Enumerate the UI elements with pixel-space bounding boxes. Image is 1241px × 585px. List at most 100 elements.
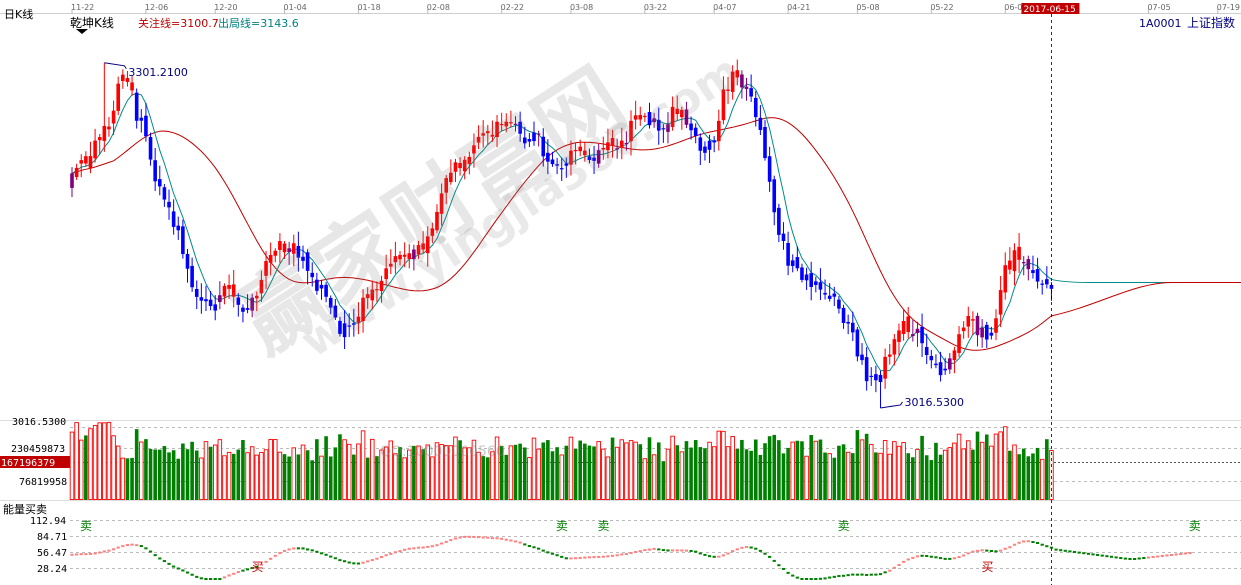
volume-bar bbox=[370, 438, 375, 500]
indicator-bar bbox=[287, 548, 291, 551]
indicator-bar bbox=[975, 549, 980, 552]
candle-body bbox=[744, 86, 749, 89]
indicator-bar bbox=[148, 550, 153, 553]
candle-body bbox=[398, 254, 402, 260]
indicator-bar bbox=[352, 562, 356, 565]
candle-body bbox=[157, 179, 162, 187]
indicator-bar bbox=[301, 547, 305, 550]
indicator-bar bbox=[1109, 555, 1114, 558]
candle-body bbox=[573, 150, 578, 152]
indicator-bar bbox=[250, 567, 254, 570]
candle-body bbox=[883, 356, 887, 379]
indicator-bar bbox=[943, 557, 947, 560]
volume-bar bbox=[398, 447, 402, 500]
volume-bar bbox=[596, 441, 601, 500]
indicator-bar bbox=[744, 546, 749, 549]
indicator-panel-title[interactable]: 能量买卖 bbox=[3, 502, 47, 516]
volume-bar bbox=[360, 430, 366, 500]
candle-body bbox=[536, 133, 541, 135]
volume-bar bbox=[698, 447, 703, 500]
indicator-bar bbox=[583, 556, 587, 559]
volume-bar bbox=[388, 440, 394, 500]
volume-bar bbox=[790, 441, 795, 500]
volume-bar bbox=[605, 456, 611, 500]
indicator-bar bbox=[393, 551, 397, 554]
candle-body bbox=[735, 70, 740, 78]
candle-body bbox=[102, 125, 107, 141]
indicator-dropdown-icon[interactable] bbox=[76, 29, 88, 34]
volume-bar bbox=[74, 422, 79, 500]
indicator-bar bbox=[111, 548, 116, 551]
indicator-bar bbox=[278, 552, 282, 555]
candle-body bbox=[227, 285, 231, 289]
volume-bar bbox=[259, 452, 264, 500]
candle-body bbox=[647, 112, 652, 126]
candle-body bbox=[592, 157, 596, 161]
volume-bar bbox=[115, 445, 121, 500]
candle-body bbox=[439, 193, 444, 214]
volume-bar bbox=[153, 449, 157, 500]
indicator-bar bbox=[204, 578, 208, 580]
volume-bar bbox=[541, 442, 546, 500]
volume-bar bbox=[111, 435, 116, 500]
candle-body bbox=[971, 319, 975, 321]
volume-bar bbox=[346, 443, 352, 500]
indicator-bar bbox=[218, 578, 222, 580]
candle-body bbox=[1017, 246, 1021, 260]
volume-bar bbox=[592, 446, 596, 500]
volume-bar bbox=[665, 448, 671, 500]
volume-bar bbox=[296, 454, 301, 500]
volume-bar bbox=[416, 445, 421, 500]
energy-indicator-series bbox=[70, 535, 1192, 580]
candle-body bbox=[661, 128, 666, 130]
buy-signal: 买 bbox=[252, 560, 264, 574]
candle-body bbox=[171, 211, 176, 227]
indicator-bar bbox=[259, 563, 264, 566]
indicator-bar bbox=[458, 536, 462, 539]
volume-bar bbox=[300, 444, 306, 500]
candle-body bbox=[624, 142, 629, 145]
indicator-bar bbox=[1031, 541, 1035, 544]
x-axis-ticks: 11-22 12-06 12-20 01-04 01-18 02-08 02-22 03-08… bbox=[71, 3, 1240, 14]
x-tick-label: 06-07 bbox=[1004, 3, 1027, 12]
volume-bar bbox=[125, 458, 130, 500]
indicator-bar bbox=[948, 557, 952, 560]
indicator-bar bbox=[435, 544, 439, 547]
volume-bar bbox=[845, 451, 851, 500]
candle-body bbox=[809, 273, 813, 287]
candle-body bbox=[278, 241, 282, 251]
indicator-bar bbox=[292, 547, 296, 550]
candle-body bbox=[176, 225, 181, 231]
crosshair[interactable]: 2017-06-15 bbox=[1021, 3, 1080, 585]
indicator-bar bbox=[481, 536, 485, 539]
volume-bar bbox=[162, 446, 167, 500]
candle-body bbox=[698, 137, 703, 151]
volume-bar bbox=[998, 431, 1003, 500]
indicator-bar bbox=[222, 576, 227, 579]
security-code: 1A0001 bbox=[1139, 17, 1182, 30]
volume-bar bbox=[689, 447, 693, 500]
candle-body bbox=[125, 78, 130, 82]
candle-body bbox=[790, 260, 795, 266]
candle-body bbox=[255, 295, 259, 299]
volume-top-label: 3016.5300 bbox=[12, 417, 66, 428]
candle-body bbox=[717, 120, 721, 142]
candle-body bbox=[527, 139, 532, 142]
indicator-bar bbox=[878, 573, 883, 576]
volume-bar bbox=[217, 439, 223, 500]
candle-body bbox=[740, 74, 744, 88]
indicator-name[interactable]: 乾坤K线 bbox=[70, 15, 114, 30]
indicator-bar bbox=[98, 551, 102, 554]
candle-body bbox=[804, 274, 809, 281]
slow-projection-path bbox=[1051, 282, 1241, 317]
period-label[interactable]: 日K线 bbox=[4, 7, 33, 21]
x-tick-label: 07-19 bbox=[1217, 3, 1240, 12]
indicator-bar bbox=[721, 554, 726, 557]
candle-body bbox=[555, 164, 559, 166]
indicator-bar bbox=[1054, 548, 1058, 551]
candle-body bbox=[786, 242, 790, 266]
candle-body bbox=[231, 284, 236, 297]
candle-body bbox=[185, 253, 190, 269]
indicator-bar bbox=[430, 545, 434, 548]
